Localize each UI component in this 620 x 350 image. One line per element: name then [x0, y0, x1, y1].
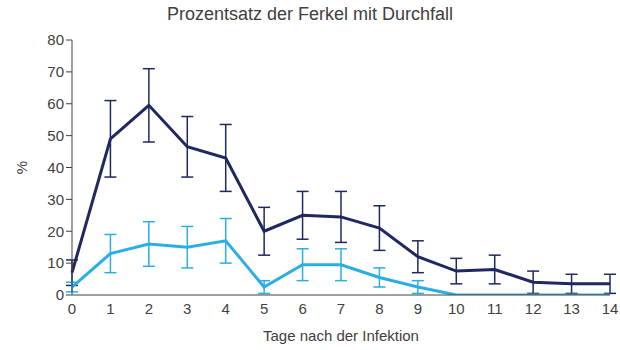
svg-text:60: 60	[47, 95, 64, 112]
svg-text:1: 1	[106, 300, 114, 317]
svg-text:8: 8	[375, 300, 383, 317]
svg-text:11: 11	[487, 300, 503, 317]
svg-text:0: 0	[68, 300, 76, 317]
svg-text:50: 50	[47, 127, 64, 144]
svg-text:0: 0	[56, 286, 64, 303]
svg-text:Tage nach der Infektion: Tage nach der Infektion	[263, 327, 419, 344]
svg-text:10: 10	[448, 300, 465, 317]
svg-text:10: 10	[47, 254, 64, 271]
svg-text:6: 6	[298, 300, 306, 317]
svg-text:20: 20	[47, 223, 64, 240]
svg-text:2: 2	[145, 300, 153, 317]
svg-text:13: 13	[563, 300, 580, 317]
svg-text:3: 3	[183, 300, 191, 317]
svg-text:80: 80	[47, 31, 64, 48]
svg-text:70: 70	[47, 63, 64, 80]
svg-text:40: 40	[47, 159, 64, 176]
svg-text:7: 7	[337, 300, 345, 317]
svg-text:%: %	[13, 161, 30, 174]
svg-text:12: 12	[525, 300, 542, 317]
svg-text:30: 30	[47, 191, 64, 208]
svg-text:5: 5	[260, 300, 268, 317]
html-text:Prozentsatz der Ferkel mit Dur: Prozentsatz der Ferkel mit Durchfall	[167, 4, 453, 24]
svg-text:9: 9	[414, 300, 422, 317]
svg-text:4: 4	[222, 300, 230, 317]
svg-text:14: 14	[602, 300, 612, 317]
